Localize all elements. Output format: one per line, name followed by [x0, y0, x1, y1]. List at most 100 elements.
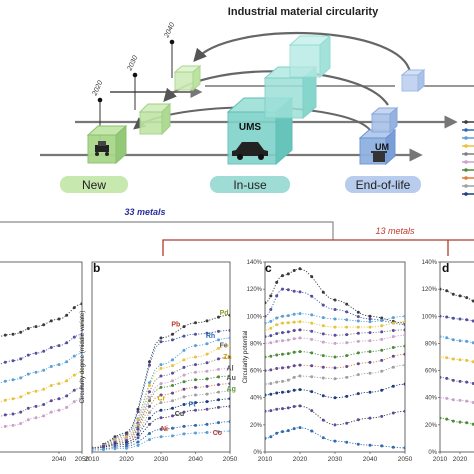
series-point [380, 388, 384, 392]
metal-label: Au [227, 375, 236, 382]
metal-label: Cr [158, 396, 166, 403]
series-line [265, 321, 405, 331]
series-point [194, 370, 197, 374]
series-line [265, 353, 405, 372]
series-point [57, 317, 61, 321]
series-point [321, 324, 325, 328]
car-icon [232, 142, 268, 160]
series-point [194, 363, 197, 367]
series-line [265, 364, 405, 385]
series-point [281, 331, 284, 335]
x-tick-label: 2010 [433, 456, 448, 463]
series-point [171, 406, 174, 410]
series-point [269, 294, 273, 298]
series-point [42, 368, 46, 372]
series-point [19, 422, 23, 425]
stage-eol-pill [345, 176, 421, 193]
bracket-13-line [162, 239, 474, 256]
series-point [269, 435, 273, 439]
bracket-33-line [0, 221, 334, 240]
series-point [42, 349, 46, 353]
series-point [281, 379, 284, 383]
series-point [298, 350, 302, 354]
series-point [265, 328, 267, 332]
series-point [80, 370, 82, 374]
series-point [159, 435, 163, 439]
series-line [440, 356, 474, 363]
metal-label: Rh [206, 333, 215, 340]
new-cubes [86, 64, 202, 165]
series-point [275, 294, 279, 298]
series-point [57, 363, 61, 367]
series-point [148, 384, 151, 387]
series-point [356, 339, 360, 343]
series-point [321, 376, 325, 380]
series-point [403, 320, 405, 324]
series-point [440, 314, 442, 318]
return-arrow-top [193, 32, 412, 73]
y-tick-label: 0% [428, 450, 437, 456]
series-point [298, 374, 302, 378]
series-point [380, 369, 384, 373]
x-tick-label: 2040 [188, 456, 203, 463]
series-point [403, 322, 405, 326]
series-point [3, 413, 7, 417]
series-point [136, 427, 140, 431]
um-label: UM [375, 142, 389, 152]
series-point [333, 325, 337, 329]
series-line [265, 405, 405, 426]
series-point [182, 334, 186, 338]
series-point [11, 423, 15, 427]
series-point [182, 395, 186, 399]
series-point [65, 379, 69, 383]
series-point [228, 389, 230, 393]
series-point [269, 319, 273, 323]
series-point [42, 323, 46, 327]
series-point [228, 328, 230, 332]
series-point [333, 333, 337, 337]
stage-labels: New In-use End-of-life [60, 176, 421, 193]
series-point [286, 321, 290, 325]
series-point [310, 429, 314, 433]
series-point [445, 336, 449, 340]
series-point [102, 448, 105, 452]
series-point [286, 330, 290, 334]
series-point [321, 340, 325, 344]
x-tick-label: 2050 [223, 456, 238, 463]
series-point [275, 431, 279, 435]
series-point [57, 408, 61, 412]
series-point [292, 375, 296, 379]
series-point [310, 375, 314, 379]
series-point [171, 434, 174, 438]
series-point [205, 319, 209, 323]
series-point [380, 330, 384, 334]
y-tick-label: 140% [247, 260, 263, 266]
series-point [445, 315, 449, 319]
metal-label: Pb [171, 322, 180, 329]
year-label-2: 2030 [126, 55, 139, 73]
series-point [217, 346, 220, 350]
series-line [440, 315, 474, 322]
series-point [281, 274, 284, 278]
stage-in-use-pill [210, 176, 290, 193]
series-point [269, 354, 273, 358]
series-point [471, 360, 474, 364]
series-point [57, 344, 61, 348]
y-tick-label: 20% [425, 423, 438, 429]
series-point [148, 395, 151, 399]
y-tick-label: 80% [425, 341, 438, 347]
edge-legend-marker [464, 184, 468, 188]
edge-legend-marker [464, 160, 468, 164]
series-point [356, 418, 360, 422]
series-point [205, 392, 209, 396]
series-point [310, 294, 314, 298]
series-point [125, 446, 128, 450]
series-point [217, 383, 220, 387]
series-point [380, 348, 384, 352]
series-point [368, 339, 372, 343]
series-point [310, 329, 314, 333]
series-point [148, 432, 151, 435]
series-point [368, 331, 372, 335]
circularity-diagram: Industrial material circularity 2020 203… [40, 6, 474, 196]
edge-legend [462, 120, 474, 196]
